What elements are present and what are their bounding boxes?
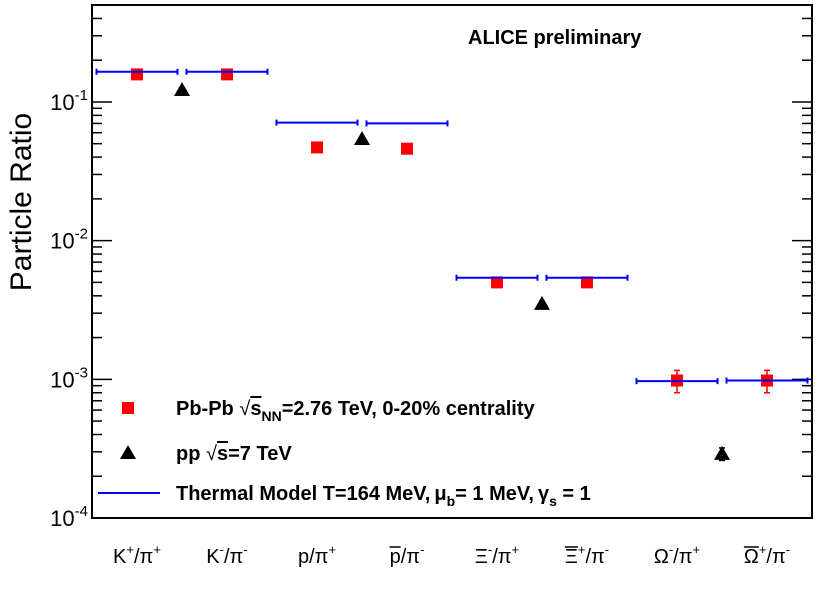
pp-data-point <box>714 445 730 460</box>
y-tick-base: 10 <box>50 506 74 531</box>
legend-pp-marker <box>120 445 136 459</box>
category-denominator: /π <box>673 546 692 568</box>
pbpb-data-point <box>131 68 143 81</box>
x-category-label: Ω-/π+ <box>654 542 700 568</box>
y-tick-base: 10 <box>50 90 74 115</box>
y-tick-base: 10 <box>50 367 74 392</box>
x-category-labels: K+/π+ K-/π-p/π+ p/π- Ξ-/π+ Ξ+/π- Ω-/π+ Ω+/π- <box>113 542 790 568</box>
pbpb-data-point <box>311 141 323 154</box>
category-charge: - <box>669 542 673 557</box>
y-tick-label: 10-2 <box>50 226 88 254</box>
pbpb-data-point <box>401 142 413 155</box>
legend-thermal-text: Thermal Model T=164 MeV, <box>176 483 430 505</box>
pp-data-point <box>354 131 370 146</box>
x-category-label: Ξ-/π+ <box>475 542 519 568</box>
category-denominator-charge: + <box>328 542 336 557</box>
category-denominator: /π <box>492 546 511 568</box>
legend: Pb-Pb √sNN=2.76 TeV, 0-20% centralitypp … <box>98 398 591 509</box>
pbpb-data-point <box>581 276 593 289</box>
category-denominator: /π <box>134 546 153 568</box>
category-charge: + <box>126 542 134 557</box>
axes <box>91 4 813 519</box>
category-denominator-charge: - <box>605 542 609 557</box>
y-tick-base: 10 <box>50 229 74 254</box>
sqrt-symbol: √ <box>239 398 250 420</box>
category-particle: Ξ <box>475 546 488 568</box>
category-charge: - <box>220 542 224 557</box>
y-tick-exponent: -1 <box>75 87 88 104</box>
legend-pbpb-marker <box>122 402 134 414</box>
legend-mu-value: = 1 MeV, <box>455 483 534 505</box>
data-marks <box>95 68 809 462</box>
category-denominator: /π <box>585 546 604 568</box>
category-particle: Ω <box>744 546 759 568</box>
pbpb-data-point <box>491 276 503 289</box>
legend-system: Pb-Pb <box>176 398 239 420</box>
legend-mu: μ <box>434 483 446 505</box>
category-charge: + <box>759 542 767 557</box>
sqrt-symbol: √ <box>206 443 217 465</box>
legend-system: pp <box>176 443 206 465</box>
category-denominator: /π <box>401 546 420 568</box>
legend-energy: =2.76 TeV, 0-20% centrality <box>282 398 536 420</box>
legend-text: Thermal Model T=164 MeV, μb= 1 MeV, γs = 1 <box>176 483 591 509</box>
legend-gamma: γ <box>538 483 550 505</box>
legend-mu-sub: b <box>447 493 456 509</box>
category-denominator: /π <box>766 546 785 568</box>
category-denominator-charge: + <box>693 542 701 557</box>
y-tick-label: 10-1 <box>50 87 88 115</box>
plot-frame <box>91 4 813 519</box>
legend-sqrt-s: s <box>217 443 228 465</box>
category-particle: K <box>206 546 220 568</box>
legend-gamma-value: = 1 <box>557 483 591 505</box>
legend-sub-nn: NN <box>261 408 281 424</box>
legend-text: Pb-Pb √sNN=2.76 TeV, 0-20% centrality <box>176 398 535 424</box>
category-particle: p <box>390 546 401 568</box>
category-denominator-charge: - <box>243 542 247 557</box>
y-tick-label: 10-3 <box>50 364 88 392</box>
legend-gamma-sub: s <box>549 493 557 509</box>
category-denominator-charge: + <box>512 542 520 557</box>
pbpb-data-point <box>221 68 233 81</box>
y-tick-exponent: -4 <box>75 503 88 520</box>
category-denominator-charge: + <box>153 542 161 557</box>
category-charge: - <box>488 542 492 557</box>
category-denominator-charge: - <box>420 542 424 557</box>
category-charge: + <box>578 542 586 557</box>
x-category-label: p/π- <box>390 542 425 568</box>
x-category-label: p/π+ <box>298 542 336 568</box>
alice-preliminary-annotation: ALICE preliminary <box>468 27 642 49</box>
y-tick-exponent: -3 <box>75 364 88 381</box>
y-axis-ticks: 10-110-210-310-4 <box>50 4 812 531</box>
x-category-label: Ξ+/π- <box>565 542 609 568</box>
legend-sqrt-s: s <box>250 398 261 420</box>
category-denominator: /π <box>224 546 243 568</box>
category-particle: Ξ <box>565 546 578 568</box>
category-denominator-charge: - <box>786 542 790 557</box>
category-particle: p <box>298 546 309 568</box>
x-category-label: K+/π+ <box>113 542 161 568</box>
x-category-label: Ω+/π- <box>744 542 790 568</box>
pp-data-point <box>174 81 190 96</box>
legend-energy: =7 TeV <box>228 443 292 465</box>
y-axis-label: Particle Ratio <box>5 113 38 291</box>
legend-text: pp √s=7 TeV <box>176 443 292 465</box>
category-particle: K <box>113 546 127 568</box>
category-particle: Ω <box>654 546 669 568</box>
pp-data-point <box>534 295 550 310</box>
category-denominator: /π <box>309 546 328 568</box>
y-tick-label: 10-4 <box>50 503 88 531</box>
x-category-label: K-/π- <box>206 542 247 568</box>
y-tick-exponent: -2 <box>75 226 88 243</box>
